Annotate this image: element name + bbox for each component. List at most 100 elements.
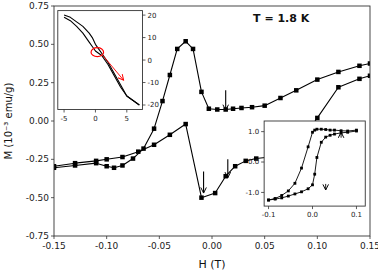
x-tick-label: 0.1 [351, 211, 362, 219]
series-line [269, 129, 357, 200]
plot-frame [264, 121, 365, 206]
x-tick-label: 0.0 [307, 211, 318, 219]
data-point [120, 163, 125, 168]
data-point [315, 128, 318, 131]
data-point [324, 128, 327, 131]
x-tick [126, 110, 127, 113]
y-tick [142, 105, 145, 106]
data-point [315, 77, 320, 82]
y-tick-label: -0.75 [26, 231, 49, 241]
data-point [267, 199, 270, 202]
plot-background [54, 6, 370, 236]
data-point [300, 190, 303, 193]
data-point [183, 39, 188, 44]
y-tick [261, 162, 264, 163]
x-tick [64, 110, 65, 113]
y-tick-label: 20 [147, 12, 156, 20]
y-tick-label: 0.25 [29, 78, 49, 88]
y-tick-label: 1.0 [248, 128, 259, 136]
x-tick-label: 0.00 [202, 241, 222, 251]
x-tick [95, 110, 96, 113]
data-point [278, 96, 283, 101]
data-point [131, 156, 136, 161]
data-point [329, 134, 332, 137]
background [0, 0, 378, 272]
x-tick [356, 206, 357, 209]
x-tick-label: 5 [125, 115, 129, 123]
plot-background [58, 11, 143, 110]
data-point [183, 122, 188, 127]
data-point [287, 195, 290, 198]
data-point [231, 106, 236, 111]
y-tick-label: -10 [147, 79, 158, 87]
data-point [329, 129, 332, 132]
chart-title: T = 1.8 K [253, 12, 310, 25]
y-tick [142, 37, 145, 38]
y-axis-label: M (10⁻³ emu/g) [3, 83, 14, 160]
data-point [324, 136, 327, 139]
data-point [152, 126, 157, 130]
x-tick [54, 236, 55, 239]
highlight-ellipse [91, 48, 104, 57]
x-tick [106, 236, 107, 239]
x-tick [268, 206, 269, 209]
x-tick-label: 0.15 [360, 241, 378, 251]
data-point [152, 143, 157, 148]
data-point [315, 156, 318, 159]
data-point [307, 145, 310, 148]
y-tick [142, 82, 145, 83]
data-point [280, 196, 283, 199]
series-line [64, 17, 139, 105]
x-tick-label: -0.1 [262, 211, 276, 219]
data-point [313, 173, 316, 176]
direction-arrow [341, 132, 342, 137]
data-point [250, 105, 255, 110]
x-tick [317, 236, 318, 239]
data-point [294, 88, 299, 93]
data-point [300, 167, 303, 170]
data-point [274, 197, 277, 200]
data-point [104, 164, 109, 169]
x-tick [264, 236, 265, 239]
x-tick-label: -0.15 [42, 241, 65, 251]
y-tick [51, 236, 54, 237]
data-point [199, 90, 204, 95]
data-point [262, 103, 267, 108]
direction-arrow [325, 184, 326, 190]
y-tick-label: 0.50 [29, 39, 49, 49]
y-tick-label: -1.0 [245, 189, 259, 197]
data-point [333, 129, 336, 132]
data-point [267, 199, 270, 202]
data-point [191, 47, 196, 52]
main-axes: -0.15-0.10-0.050.000.050.100.15-0.75-0.5… [3, 1, 378, 271]
x-tick-label: 0.05 [255, 241, 275, 251]
data-point [315, 116, 320, 121]
x-tick-label: 0.10 [307, 241, 327, 251]
x-axis-label: H (T) [198, 258, 225, 271]
data-point [207, 106, 212, 111]
x-tick [159, 236, 160, 239]
data-point [168, 133, 173, 138]
y-tick-label: -20 [147, 101, 158, 109]
data-point [320, 128, 323, 131]
data-point [160, 99, 165, 104]
data-point [274, 198, 277, 201]
data-point [215, 107, 220, 112]
data-point [104, 157, 109, 162]
data-point [168, 73, 173, 78]
data-point [311, 183, 314, 186]
direction-arrow [227, 159, 228, 177]
y-tick [142, 15, 145, 16]
plot-area [64, 15, 139, 105]
data-point [355, 130, 358, 133]
data-point [333, 133, 336, 136]
x-tick [370, 236, 371, 239]
data-point [336, 85, 341, 90]
data-point [213, 191, 218, 196]
direction-arrow [203, 172, 204, 193]
x-tick [312, 206, 313, 209]
data-point [199, 195, 204, 200]
x-tick [212, 236, 213, 239]
data-point [112, 166, 117, 171]
data-point [239, 106, 244, 111]
